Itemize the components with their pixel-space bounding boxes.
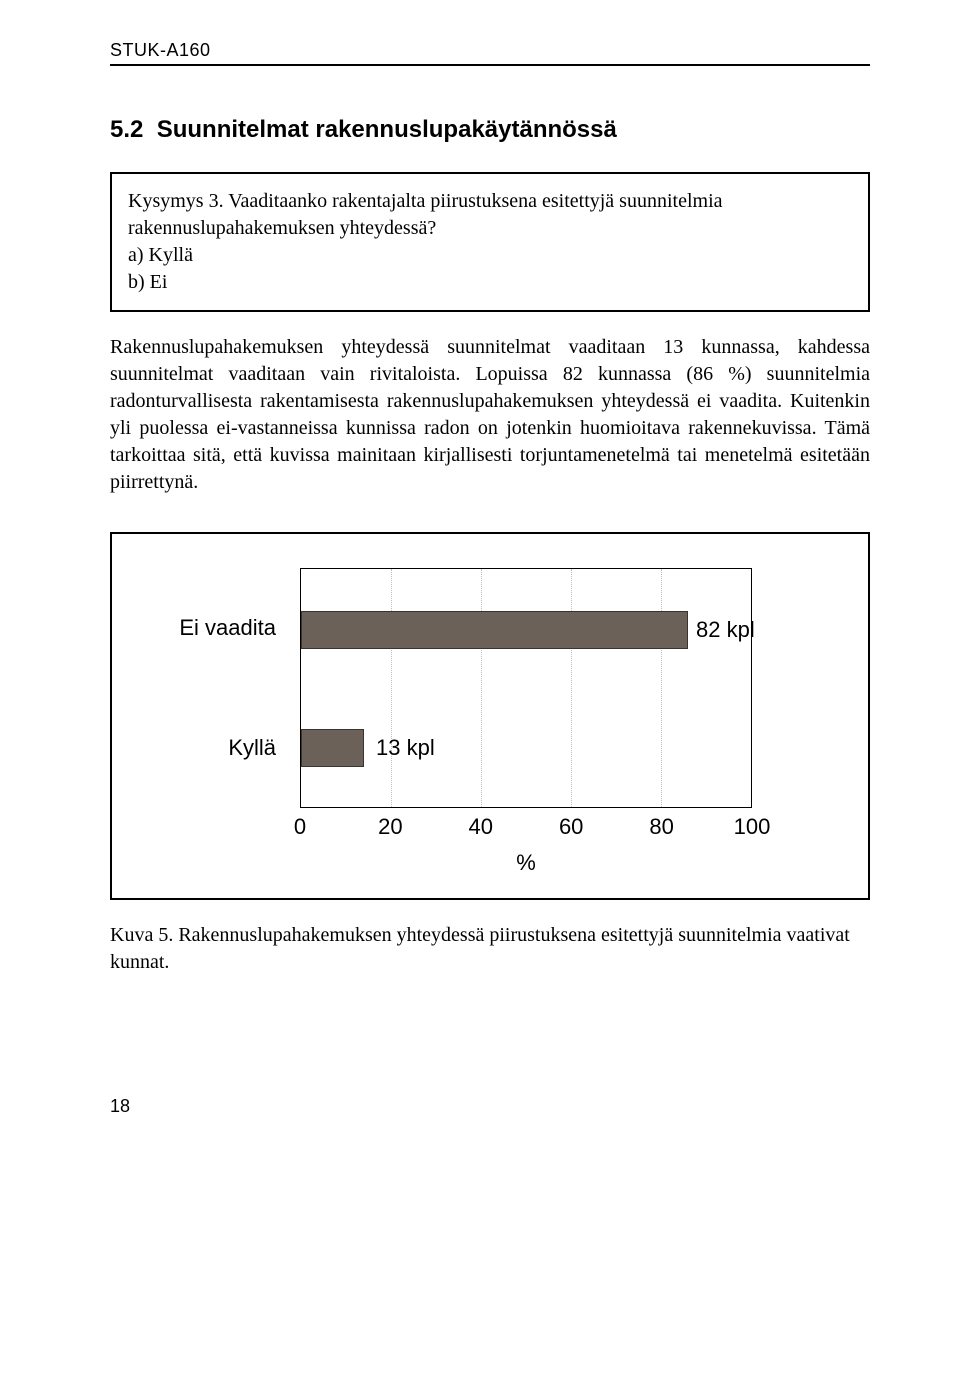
question-label: Kysymys 3. — [128, 190, 224, 212]
chart-gridline — [481, 569, 482, 807]
chart-container: Ei vaadita Kyllä 82 kpl 13 kpl 0 20 40 6… — [110, 532, 870, 900]
chart-xtick: 20 — [378, 814, 402, 840]
chart-xtick: 80 — [649, 814, 673, 840]
question-option-a: a) Kyllä — [128, 244, 193, 266]
chart-xtick: 60 — [559, 814, 583, 840]
chart-category-label: Kyllä — [138, 735, 288, 761]
question-box: Kysymys 3. Vaaditaanko rakentajalta piir… — [110, 172, 870, 312]
body-paragraph: Rakennuslupahakemuksen yhteydessä suunni… — [110, 334, 870, 496]
chart-gridline — [661, 569, 662, 807]
chart-bar-value-label: 82 kpl — [696, 617, 755, 643]
chart-xtick: 0 — [294, 814, 306, 840]
chart-xtick: 100 — [734, 814, 771, 840]
chart-x-axis: 0 20 40 60 80 100 — [300, 808, 752, 848]
section-number: 5.2 — [110, 116, 143, 143]
section-title: 5.2 Suunnitelmat rakennuslupakäytännössä — [110, 116, 870, 144]
chart-xtick: 40 — [469, 814, 493, 840]
chart-bar — [301, 729, 364, 767]
chart-plot-area: 82 kpl 13 kpl — [300, 568, 752, 808]
figure-caption: Kuva 5. Rakennuslupahakemuksen yhteydess… — [110, 922, 870, 976]
chart-category-label: Ei vaadita — [138, 615, 288, 641]
doc-header-code: STUK-A160 — [110, 40, 870, 66]
section-heading: Suunnitelmat rakennuslupakäytännössä — [157, 116, 617, 143]
chart-x-label: % — [300, 850, 752, 876]
chart-bar — [301, 611, 688, 649]
chart-bar-value-label: 13 kpl — [376, 735, 435, 761]
chart-gridline — [571, 569, 572, 807]
chart-gridline — [391, 569, 392, 807]
page-number: 18 — [110, 1096, 870, 1117]
question-option-b: b) Ei — [128, 271, 167, 293]
